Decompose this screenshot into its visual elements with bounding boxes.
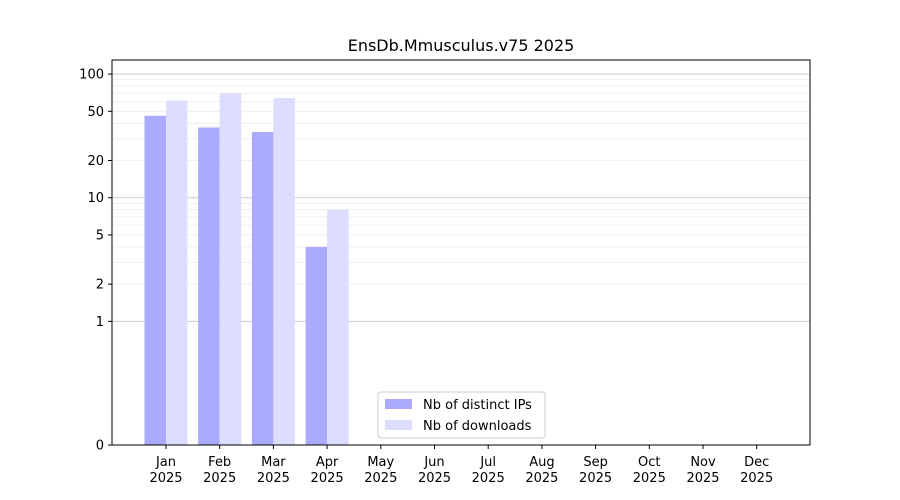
x-tick-label-year: 2025 [633, 471, 666, 486]
x-tick-label-month: Mar [261, 455, 286, 470]
x-tick-label-year: 2025 [311, 471, 344, 486]
legend-label: Nb of distinct IPs [423, 398, 532, 413]
legend-label: Nb of downloads [423, 419, 532, 434]
x-tick-label-month: Jun [423, 455, 444, 470]
x-tick-label-year: 2025 [203, 471, 236, 486]
y-tick-label: 5 [96, 228, 104, 243]
bar-distinct-ips [251, 132, 274, 446]
y-tick-label: 20 [87, 154, 104, 169]
x-tick-label-month: Sep [583, 455, 608, 470]
bar-distinct-ips [144, 115, 166, 446]
y-tick-label: 2 [96, 278, 104, 293]
x-tick-label-year: 2025 [472, 471, 505, 486]
x-axis: Jan2025Feb2025Mar2025Apr2025May2025Jun20… [149, 445, 773, 486]
x-tick-label-month: Jan [155, 455, 176, 470]
bar-downloads [327, 209, 349, 445]
legend: Nb of distinct IPs Nb of downloads [377, 391, 546, 439]
x-tick-label-year: 2025 [686, 471, 719, 486]
legend-swatch [385, 420, 412, 430]
legend-box [377, 391, 546, 439]
bar-downloads [219, 93, 242, 445]
y-tick-label: 50 [87, 105, 104, 120]
bar-distinct-ips [305, 246, 328, 445]
x-tick-label-month: May [367, 455, 394, 470]
y-tick-label: 0 [96, 439, 104, 454]
x-tick-label-month: Aug [529, 455, 554, 470]
x-tick-label-month: Apr [316, 455, 339, 470]
bars [144, 93, 349, 446]
y-tick-label: 10 [87, 191, 104, 206]
x-tick-label-month: Jul [479, 455, 496, 470]
x-tick-label-year: 2025 [525, 471, 558, 486]
x-tick-label-year: 2025 [579, 471, 612, 486]
legend-swatch [385, 399, 412, 409]
chart-title: EnsDb.Mmusculus.v75 2025 [348, 36, 575, 55]
bar-downloads [273, 98, 295, 445]
x-tick-label-month: Nov [690, 455, 716, 470]
x-tick-label-month: Feb [208, 455, 231, 470]
x-tick-label-month: Oct [638, 455, 660, 470]
plot-frame [111, 59, 811, 446]
x-tick-label-year: 2025 [257, 471, 290, 486]
y-tick-label: 100 [79, 68, 104, 83]
x-tick-label-year: 2025 [740, 471, 773, 486]
x-tick-label-year: 2025 [418, 471, 451, 486]
x-tick-label-year: 2025 [149, 471, 182, 486]
y-tick-label: 1 [96, 315, 104, 330]
bar-downloads [166, 100, 188, 445]
y-axis: 0 1 2 5 10 20 50 100 [79, 68, 112, 454]
bar-distinct-ips [198, 127, 220, 446]
x-tick-label-month: Dec [744, 455, 769, 470]
x-tick-label-year: 2025 [364, 471, 397, 486]
